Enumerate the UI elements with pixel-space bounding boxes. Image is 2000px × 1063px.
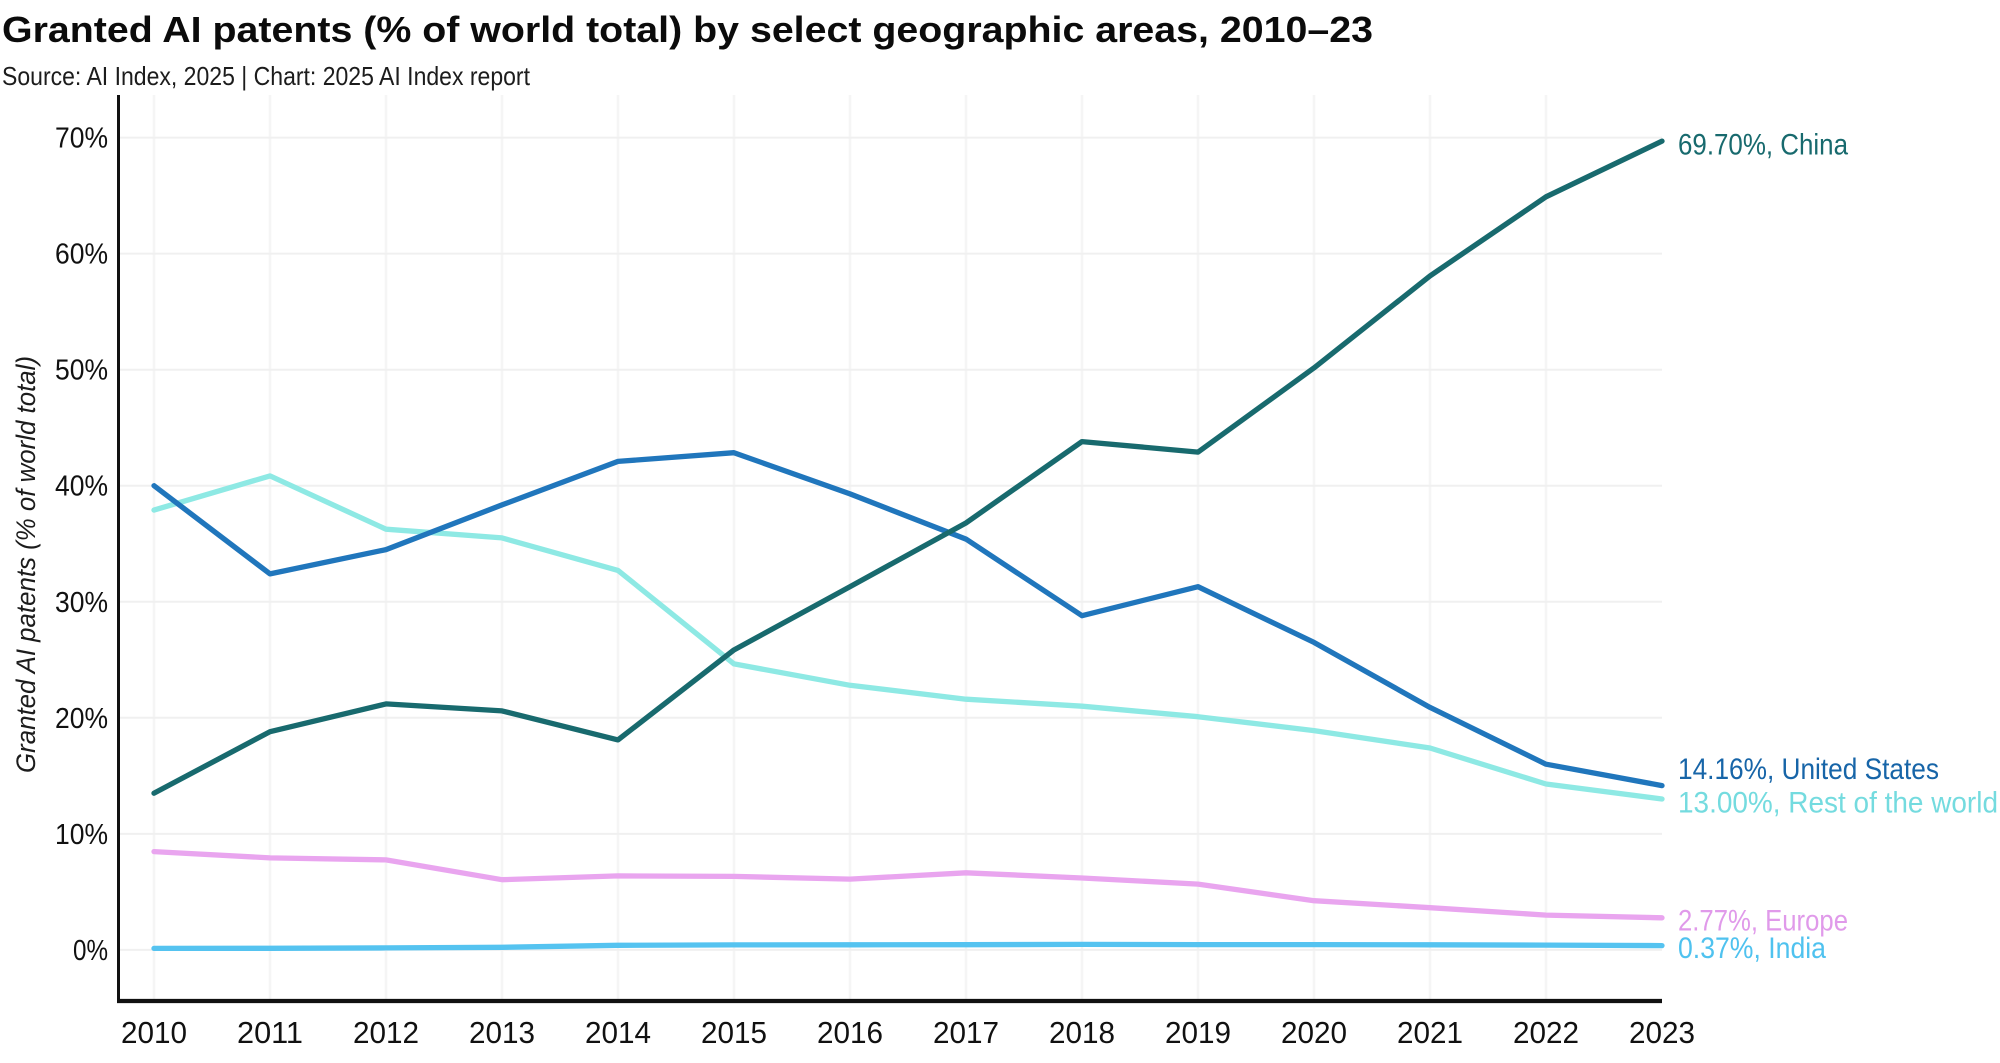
svg-text:2018: 2018 (1049, 1015, 1115, 1050)
svg-text:30%: 30% (55, 587, 108, 619)
svg-text:2014: 2014 (585, 1015, 651, 1050)
svg-text:14.16%, United States: 14.16%, United States (1678, 753, 1939, 786)
svg-text:2.77%, Europe: 2.77%, Europe (1678, 905, 1848, 938)
svg-text:2011: 2011 (237, 1015, 303, 1050)
svg-text:2013: 2013 (469, 1015, 535, 1050)
svg-text:Source: AI Index, 2025 | Chart: Source: AI Index, 2025 | Chart: 2025 AI … (2, 61, 531, 91)
svg-text:0.37%, India: 0.37%, India (1678, 932, 1826, 965)
svg-text:2012: 2012 (353, 1015, 419, 1050)
svg-text:69.70%, China: 69.70%, China (1678, 129, 1848, 162)
svg-text:10%: 10% (55, 819, 108, 851)
svg-text:2023: 2023 (1629, 1015, 1695, 1050)
svg-text:2020: 2020 (1281, 1015, 1347, 1050)
svg-text:20%: 20% (55, 703, 108, 735)
svg-text:70%: 70% (55, 123, 108, 155)
svg-text:40%: 40% (55, 471, 108, 503)
svg-text:2019: 2019 (1165, 1015, 1231, 1050)
svg-text:2021: 2021 (1397, 1015, 1463, 1050)
svg-text:2017: 2017 (933, 1015, 999, 1050)
svg-text:Granted AI patents (% of world: Granted AI patents (% of world total) (11, 356, 41, 773)
svg-text:50%: 50% (55, 355, 108, 387)
svg-text:2016: 2016 (817, 1015, 883, 1050)
svg-text:13.00%, Rest of the world: 13.00%, Rest of the world (1678, 787, 1998, 820)
svg-text:2022: 2022 (1513, 1015, 1579, 1050)
svg-text:Granted AI patents (% of world: Granted AI patents (% of world total) by… (2, 9, 1373, 50)
svg-text:2010: 2010 (121, 1015, 187, 1050)
svg-text:0%: 0% (73, 935, 108, 967)
svg-text:2015: 2015 (701, 1015, 767, 1050)
svg-text:60%: 60% (55, 239, 108, 271)
